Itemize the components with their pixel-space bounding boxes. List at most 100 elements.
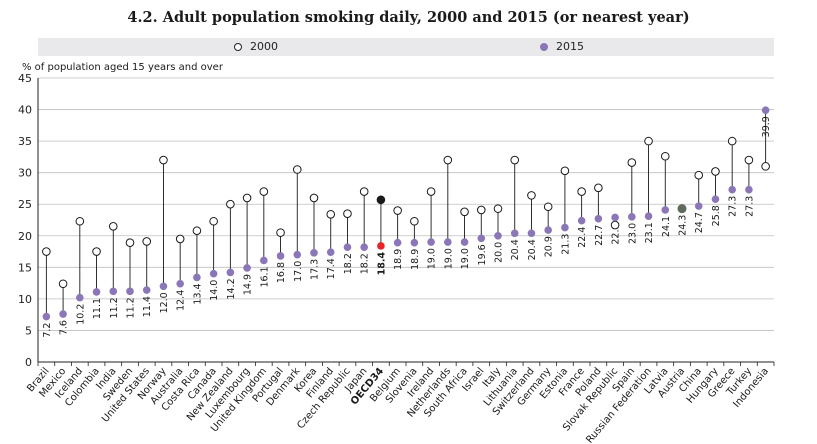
value-label-2015: 27.3	[728, 196, 739, 217]
value-label-2015: 19.0	[460, 248, 471, 269]
point-2015	[527, 229, 536, 238]
value-label-2015: 24.3	[678, 215, 689, 236]
value-label-2015: 18.4	[376, 251, 387, 275]
point-2015	[176, 279, 184, 288]
value-label-2015: 10.2	[75, 304, 86, 325]
value-label-2015: 23.0	[627, 223, 638, 244]
y-tick-label: 20	[18, 230, 32, 243]
point-2000	[761, 162, 770, 171]
value-label-2015: 23.1	[644, 222, 655, 243]
value-label-2015: 16.1	[259, 266, 270, 287]
point-2015	[728, 185, 736, 194]
legend-item-2015: 2015	[540, 40, 584, 54]
point-2015	[193, 273, 201, 282]
y-tick-label: 25	[18, 198, 32, 211]
point-2015	[628, 213, 636, 221]
point-2015	[561, 223, 569, 232]
point-2000	[694, 170, 704, 180]
point-2015	[377, 242, 385, 250]
point-2015	[310, 249, 318, 257]
point-2015	[326, 248, 335, 256]
point-2015	[494, 231, 502, 240]
legend: 2000 2015	[38, 38, 774, 56]
point-2000	[393, 206, 402, 215]
y-tick-label: 35	[18, 135, 32, 148]
point-2000	[175, 234, 185, 244]
point-2000	[493, 204, 503, 213]
point-2015	[477, 234, 486, 243]
point-2015	[293, 250, 302, 259]
point-2000	[242, 193, 252, 203]
point-2015	[393, 238, 402, 247]
value-label-2015: 13.4	[192, 283, 203, 304]
value-label-2015: 39.9	[761, 116, 772, 137]
value-label-2015: 16.8	[276, 262, 287, 283]
value-label-2015: 12.4	[176, 290, 187, 311]
chart-title: 4.2. Adult population smoking daily, 200…	[127, 9, 690, 26]
value-label-2015: 17.3	[310, 259, 321, 280]
legend-label-2000: 2000	[250, 40, 278, 53]
point-2000	[543, 202, 553, 212]
point-2000	[75, 216, 85, 226]
point-2000	[510, 155, 520, 165]
filled-circle-icon	[540, 43, 548, 51]
point-2000	[594, 183, 603, 193]
point-2015	[42, 312, 51, 321]
point-2015	[260, 256, 268, 265]
point-2000	[209, 216, 218, 226]
value-label-2015: 22.9	[611, 223, 622, 244]
legend-item-2000: 2000	[234, 40, 278, 54]
y-tick-label: 0	[25, 356, 32, 369]
point-2000	[58, 279, 68, 289]
point-2015	[59, 310, 67, 318]
point-2015	[360, 243, 368, 251]
point-2000	[125, 238, 135, 248]
value-label-2015: 24.1	[661, 216, 672, 237]
value-label-2015: 20.0	[494, 242, 505, 263]
point-2000	[276, 228, 285, 237]
point-2000	[42, 247, 51, 256]
point-2000	[560, 166, 570, 176]
point-2000	[359, 187, 369, 196]
point-2015	[410, 238, 419, 247]
point-2000	[192, 226, 202, 236]
point-2000	[443, 155, 453, 165]
point-2000	[108, 222, 118, 231]
hollow-circle-icon	[234, 43, 242, 51]
point-2015	[276, 252, 285, 260]
y-axis-label: % of population aged 15 years and over	[22, 62, 223, 73]
point-2015	[611, 213, 619, 222]
point-2000	[326, 210, 336, 219]
point-2015	[460, 238, 469, 246]
point-2015	[159, 282, 168, 291]
y-tick-label: 45	[18, 72, 32, 85]
value-label-2015: 11.4	[142, 296, 153, 317]
value-label-2015: 19.0	[427, 248, 438, 269]
y-tick-label: 30	[18, 167, 32, 180]
point-2000	[711, 167, 720, 176]
value-label-2015: 17.0	[293, 261, 304, 282]
point-2000	[376, 195, 386, 205]
value-label-2015: 14.0	[209, 280, 220, 301]
point-2015	[76, 293, 84, 302]
value-label-2015: 18.9	[410, 249, 421, 270]
value-label-2015: 19.6	[477, 244, 488, 265]
point-2015	[92, 288, 101, 296]
y-tick-label: 5	[25, 324, 32, 337]
y-tick-label: 15	[18, 261, 32, 274]
value-label-2015: 22.7	[594, 225, 605, 246]
point-2015	[444, 238, 452, 246]
value-label-2015: 18.9	[393, 249, 404, 270]
value-label-2015: 11.1	[92, 298, 103, 319]
value-label-2015: 11.2	[109, 297, 120, 318]
point-2000	[226, 199, 235, 209]
point-2000	[476, 205, 486, 215]
point-2015	[126, 287, 134, 296]
value-label-2015: 24.7	[694, 212, 705, 233]
value-label-2015: 14.9	[243, 274, 254, 295]
point-2000	[744, 155, 754, 165]
point-2000	[142, 237, 152, 246]
value-label-2015: 18.2	[360, 253, 371, 274]
point-2015	[427, 238, 435, 246]
